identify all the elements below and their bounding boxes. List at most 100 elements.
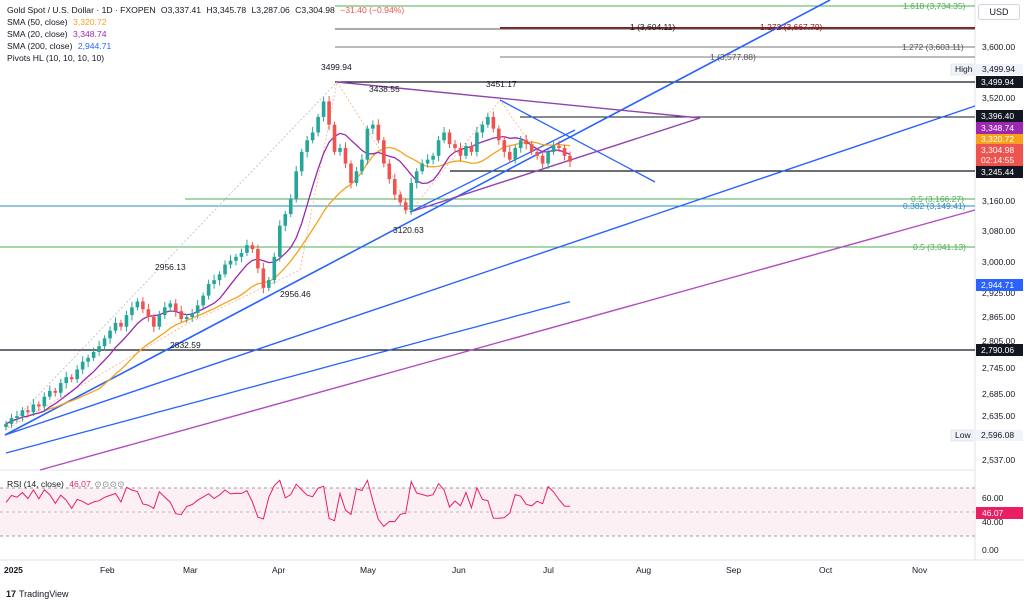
candle-body [228,260,233,265]
tradingview-icon: 17 [6,589,17,599]
tick-2685: 2,685.00 [982,389,1015,399]
main-pane[interactable] [0,0,975,470]
tick-2805: 2,805.00 [982,336,1015,346]
tick-3160: 3,160.00 [982,196,1015,206]
indicator-pivots[interactable]: Pivots HL (10, 10, 10, 10) [7,52,404,64]
candle-body [141,301,145,310]
candle-body [48,390,52,397]
high-tag: High [955,64,973,74]
candle-body [42,396,47,407]
pivot-label-high: 3499.94 [321,62,352,72]
indicator-sma50-value: 3,320.72 [73,17,107,27]
candle-body [108,330,112,339]
time-label-nov: Nov [912,565,928,575]
candle-body [491,116,496,129]
symbol-row[interactable]: Gold Spot / U.S. Dollar · 1D · FXOPEN O3… [7,4,404,16]
ohlc-high: H3,345.78 [206,5,247,15]
candle-body [168,303,173,308]
candle-body [135,301,140,308]
tick-2925: 2,925.00 [982,288,1015,298]
candle-body [113,322,118,331]
candle-body [206,283,211,296]
candle-body [562,148,567,156]
triangle-upper-line [336,81,701,119]
tradingview-brand: TradingView [19,589,69,599]
candle-body [26,410,30,413]
tick-3000: 3,000.00 [982,257,1015,267]
sma50-line [5,141,571,425]
candle-body [119,322,123,327]
candle-body [124,315,129,327]
candle-body [502,140,507,152]
fib-label-1: 1 (3,604.11) [630,22,675,32]
candle-body [365,128,370,160]
candle-body [245,245,249,253]
label-3499: 3,499.94 [981,77,1014,87]
pivot-label-2956b: 2956.46 [280,289,311,299]
candle-body [447,132,452,145]
candle-body [69,377,74,380]
label-sma50: 3,320.72 [981,134,1014,144]
candle-body [179,311,184,319]
candle-body [469,146,474,152]
rsi-line [5,478,571,528]
steep-trendline [4,0,831,436]
candle-body [146,309,151,318]
ohlc-open: O3,337.41 [160,5,202,15]
triangle-lower-line [409,117,701,213]
tradingview-logo[interactable]: 17 TradingView [6,589,69,599]
candle-body [37,404,41,407]
candle-body [239,252,244,257]
label-3245: 3,245.44 [981,167,1014,177]
candle-body [86,357,90,362]
time-label-jun: Jun [452,565,466,575]
candle-body [376,124,381,141]
symbol-title[interactable]: Gold Spot / U.S. Dollar · 1D · FXOPEN [7,5,156,15]
time-label-mar: Mar [183,565,198,575]
candle-body [480,124,485,133]
pivot-label-3438: 3438.55 [369,84,400,94]
low-tag: Low [955,430,971,440]
rsi-tick-0: 0.00 [982,545,999,555]
rsi-legend-value: 46.07 [69,479,91,489]
candle-body [91,351,96,358]
candle-body [442,132,446,141]
candle-body [557,146,561,149]
candle-body [486,116,490,125]
indicator-sma50[interactable]: SMA (50, close) 3,320.72 [7,16,404,28]
rsi-legend[interactable]: RSI (14, close) 46.07 ⊙ ⊙ ⊙ ⊙ [7,479,125,490]
tick-3600: 3,600.00 [982,42,1015,52]
label-sma200: 2,944.71 [981,280,1014,290]
currency-button[interactable]: USD [978,4,1020,20]
rsi-label: RSI (14, close) [7,479,64,489]
candle-body [53,390,58,393]
time-label-aug: Aug [636,565,651,575]
ohlc-change: −31.40 (−0.94%) [340,5,405,15]
candle-body [234,256,238,261]
label-2790: 2,790.06 [981,345,1014,355]
candle-body [529,144,534,152]
candle-body [354,171,359,183]
rsi-pane[interactable] [0,478,975,537]
pivot-label-2956a: 2956.13 [155,262,186,272]
candle-body [250,245,255,250]
candle-body [332,124,337,152]
indicator-sma200[interactable]: SMA (200, close) 2,944.71 [7,40,404,52]
tick-2635: 2,635.00 [982,411,1015,421]
time-label-may: May [360,565,377,575]
medium-trendline [4,105,976,436]
indicator-sma20[interactable]: SMA (20, close) 3,348.74 [7,28,404,40]
candle-body [20,410,25,417]
candle-body [190,313,194,318]
indicator-sma50-label: SMA (50, close) [7,17,68,27]
candle-body [431,155,435,160]
time-label-sep: Sep [726,565,741,575]
low-value: 2,596.08 [981,430,1014,440]
fib-label-05-low: 0.5 (3,041.13) [913,242,966,252]
purple-long-trendline [39,209,976,471]
tick-2537: 2,537.00 [982,455,1015,465]
fib-label-1-b: 1 (3,577.88) [710,52,756,62]
candle-body [436,140,441,156]
more-icon[interactable]: ⊙ ⊙ ⊙ ⊙ [93,479,125,489]
